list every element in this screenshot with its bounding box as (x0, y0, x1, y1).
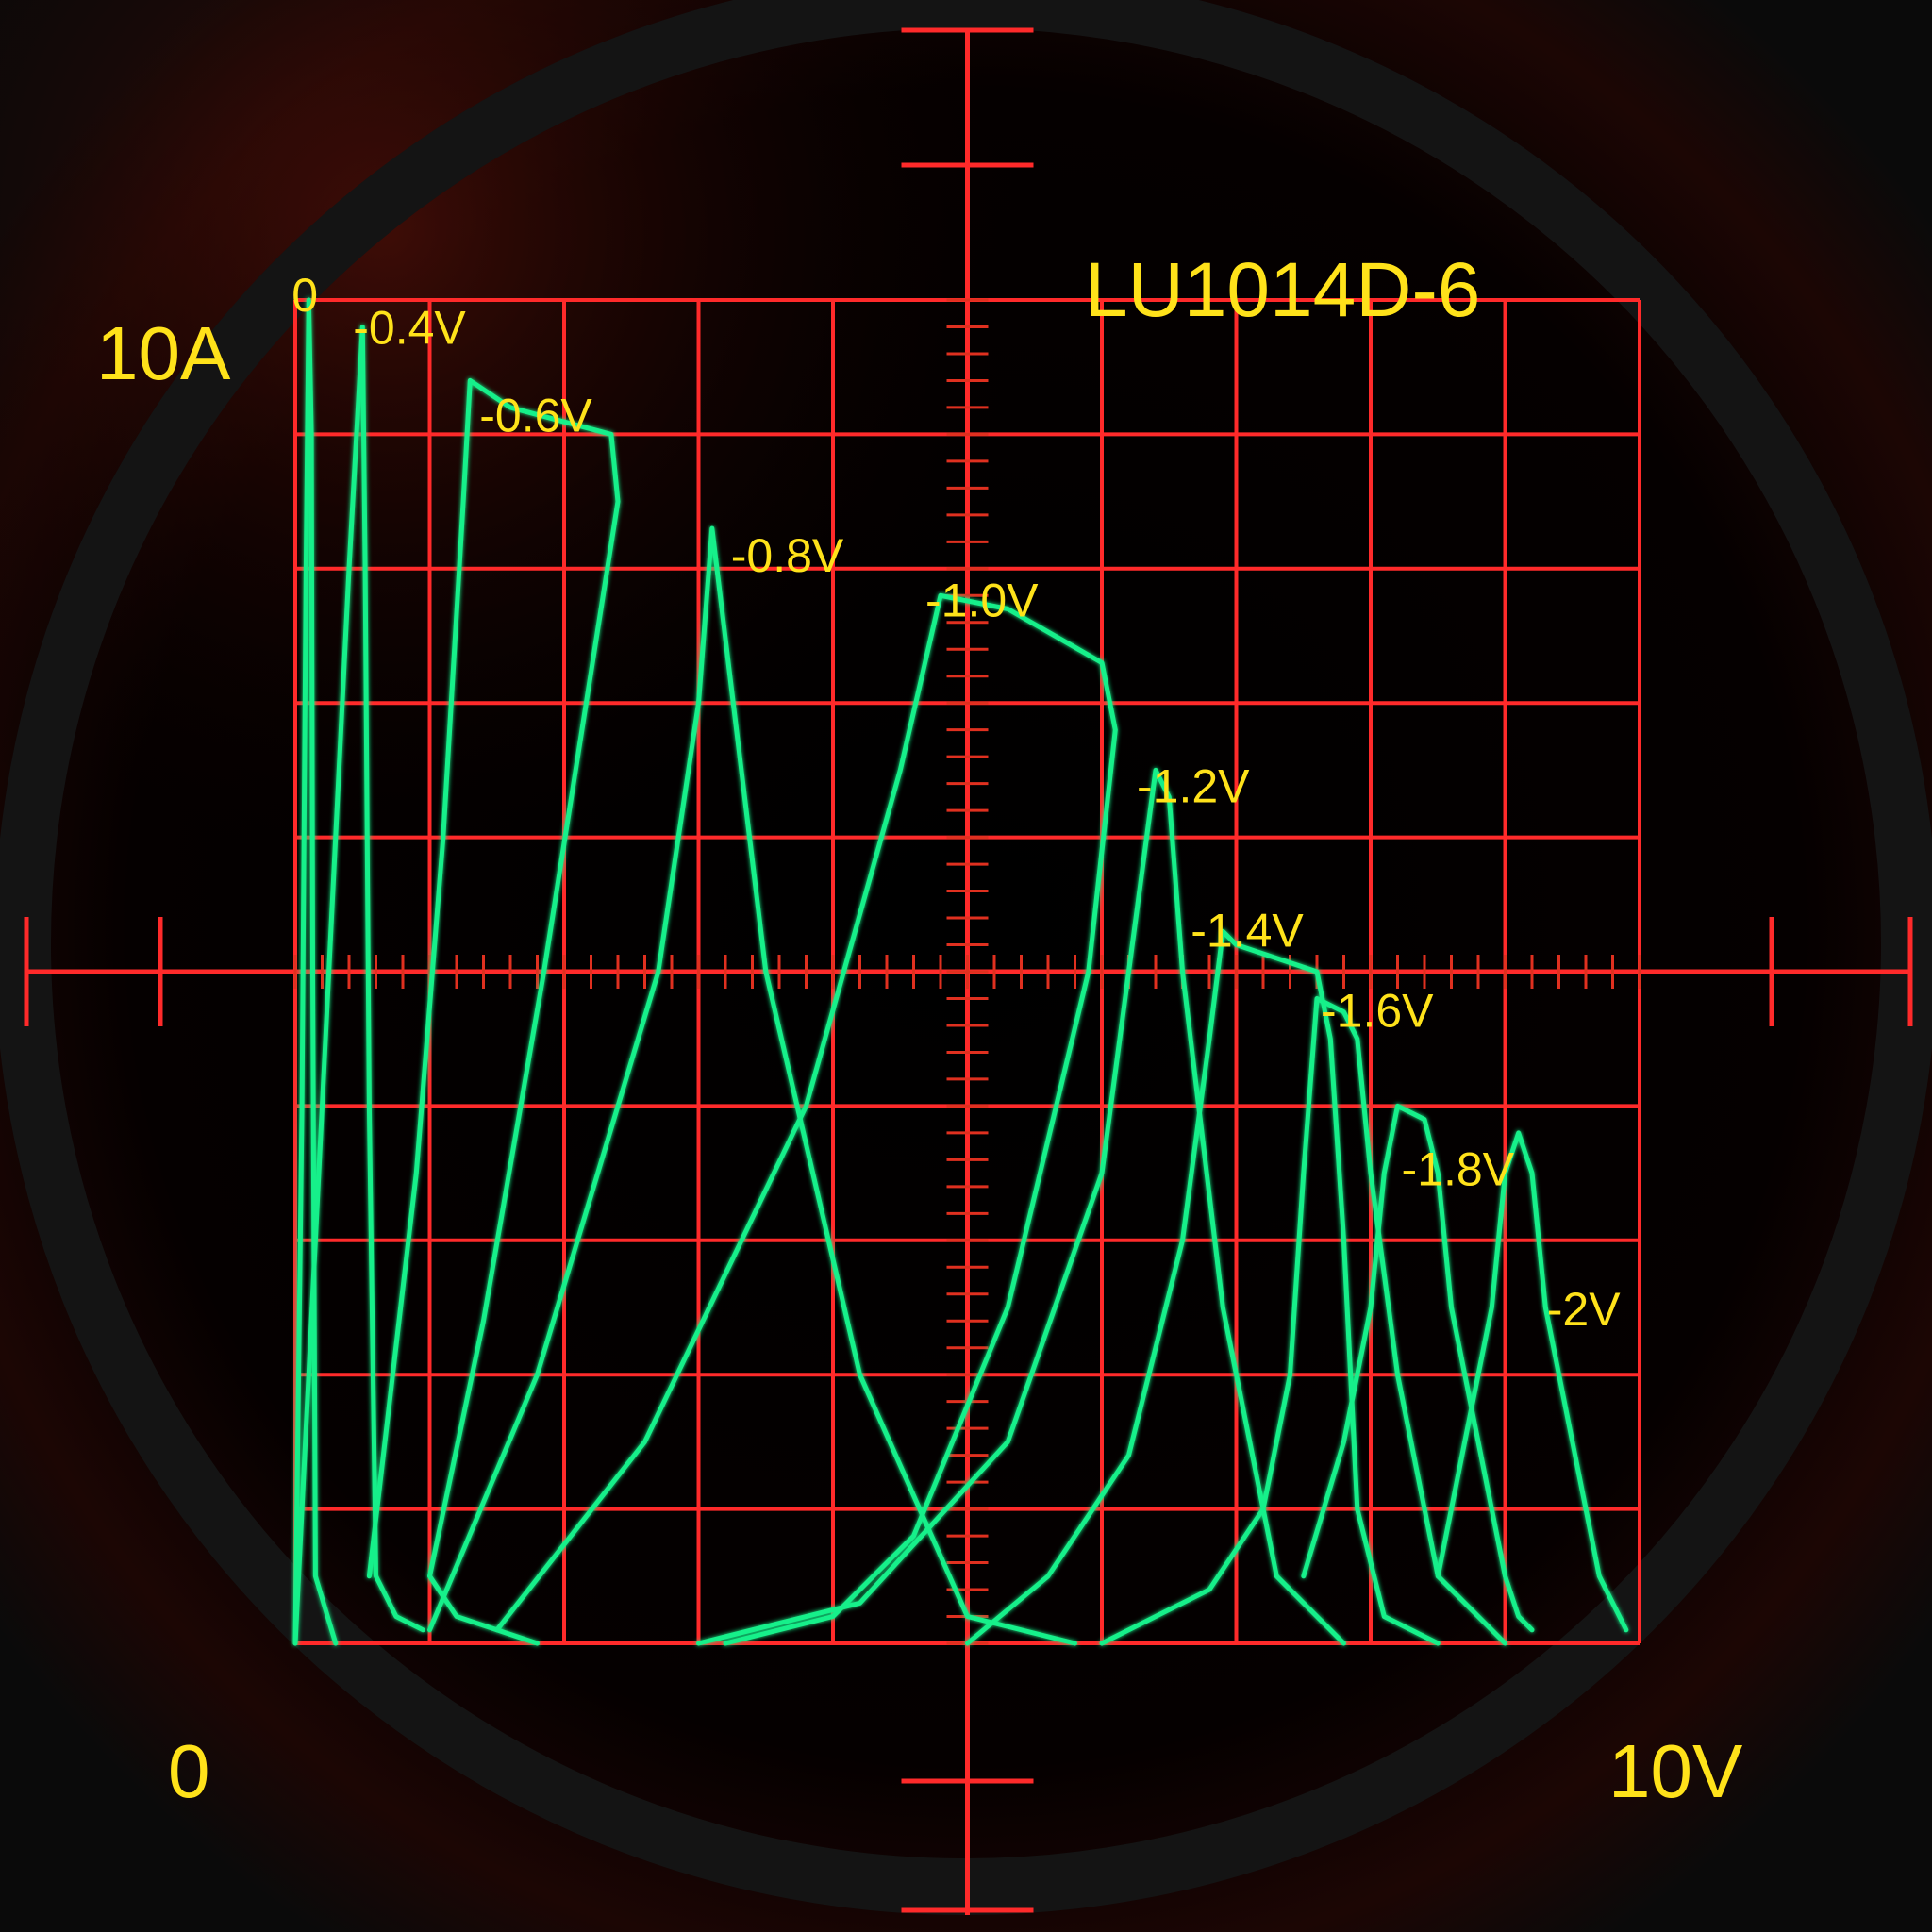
series-label: -2V (1547, 1283, 1621, 1336)
series-curve (292, 325, 425, 1646)
series-curve (1099, 996, 1507, 1646)
y-axis-max-label: 10A (96, 311, 231, 395)
center-axes (24, 27, 1913, 1915)
series-labels: 0 -0.4V-0.6V -0.8V -1.0V -1.2V -1.4V -1.6V -1.8… (291, 269, 1621, 1336)
series-curve (1301, 1103, 1535, 1633)
series-curve (965, 928, 1441, 1646)
x-axis-max-label: 10V (1608, 1729, 1743, 1813)
series-curve (366, 377, 621, 1646)
series-label: -1.8V (1402, 1142, 1515, 1195)
series-curve (427, 525, 1077, 1646)
series-curve (1435, 1130, 1629, 1633)
series-curve (292, 297, 339, 1646)
series-curve (494, 592, 1118, 1646)
series-label: -0.4V (353, 301, 466, 354)
series-label: -1.2V (1137, 759, 1250, 812)
series-label: -0.8V (731, 529, 844, 582)
series-curve (696, 767, 1346, 1646)
series-label: -1.0V (925, 574, 1039, 626)
series-label: -0.6V (479, 389, 592, 441)
series-label: -1.4V (1191, 904, 1304, 957)
series-label: 0 (291, 269, 318, 322)
series-label: -1.6V (1321, 984, 1434, 1037)
chart-title: LU1014D-6 (1085, 247, 1480, 333)
labels: LU1014D-6 10A 0 10V 0 -0.4V-0.6V -0.8V -1.0… (96, 247, 1743, 1813)
x-axis-origin-label: 0 (168, 1729, 210, 1813)
characteristic-curves (292, 297, 1629, 1646)
